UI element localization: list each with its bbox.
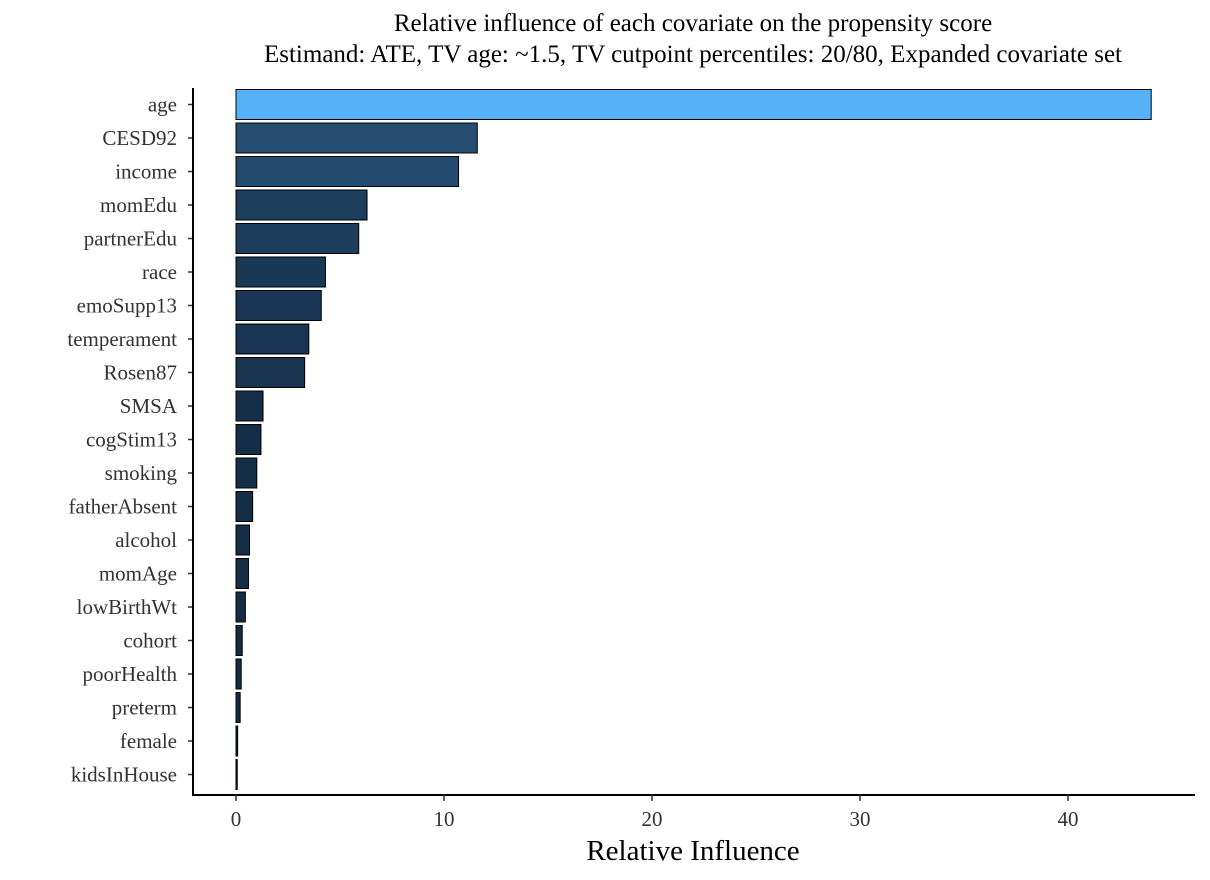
x-axis: 0 10 20 30 40 bbox=[192, 794, 1195, 831]
bar-fatherAbsent bbox=[235, 491, 254, 522]
x-tick-label: 10 bbox=[434, 807, 455, 831]
bar-SMSA bbox=[235, 390, 264, 422]
y-tick-label: momAge bbox=[99, 562, 177, 586]
x-tick-label: 30 bbox=[850, 807, 871, 831]
y-tick-label: lowBirthWt bbox=[77, 595, 177, 619]
bar-momAge bbox=[235, 558, 249, 589]
bar-alcohol bbox=[235, 524, 251, 556]
chart-subtitle: Estimand: ATE, TV age: ~1.5, TV cutpoint… bbox=[263, 41, 1123, 68]
y-tick-label: poorHealth bbox=[83, 662, 178, 686]
bar-preterm bbox=[235, 692, 241, 723]
bar-age bbox=[235, 89, 1152, 120]
bar-cohort bbox=[235, 625, 243, 656]
x-axis-title: Relative Influence bbox=[586, 835, 799, 867]
bar-momEdu bbox=[235, 189, 368, 221]
bar-Rosen87 bbox=[235, 357, 306, 388]
y-tick-label: CESD92 bbox=[102, 126, 177, 150]
bar-kidsInHouse bbox=[235, 759, 238, 790]
y-tick-label: partnerEdu bbox=[84, 227, 178, 251]
y-tick-label: smoking bbox=[105, 461, 178, 485]
y-tick-label: momEdu bbox=[100, 193, 177, 217]
y-tick-label: SMSA bbox=[120, 394, 178, 418]
x-tick-label: 0 bbox=[231, 807, 242, 831]
y-tick-label: race bbox=[142, 260, 177, 284]
y-tick-label: emoSupp13 bbox=[77, 294, 177, 318]
y-tick-label: fatherAbsent bbox=[69, 495, 178, 519]
bar-cogStim13 bbox=[235, 424, 262, 455]
y-tick-label: Rosen87 bbox=[104, 361, 178, 385]
bar-lowBirthWt bbox=[235, 591, 246, 623]
bars-layer bbox=[235, 89, 1152, 790]
y-tick-label: alcohol bbox=[115, 528, 177, 552]
y-tick-label: cogStim13 bbox=[86, 428, 177, 452]
bar-emoSupp13 bbox=[235, 290, 322, 321]
bar-race bbox=[235, 256, 326, 288]
y-axis: age CESD92 income momEdu partnerEdu race emoSu… bbox=[67, 88, 194, 796]
y-tick-label: kidsInHouse bbox=[71, 763, 177, 787]
bar-poorHealth bbox=[235, 658, 242, 690]
bar-female bbox=[235, 725, 239, 757]
y-tick-label: temperament bbox=[67, 327, 177, 351]
chart-title: Relative influence of each covariate on … bbox=[393, 10, 993, 37]
y-tick-label: cohort bbox=[123, 629, 177, 653]
y-tick-label: age bbox=[148, 93, 177, 117]
y-tick-label: preterm bbox=[112, 696, 177, 720]
y-tick-label: female bbox=[120, 729, 177, 753]
x-tick-label: 40 bbox=[1058, 807, 1079, 831]
bar-income bbox=[235, 156, 460, 187]
bar-smoking bbox=[235, 457, 258, 489]
x-tick-label: 20 bbox=[642, 807, 663, 831]
bar-partnerEdu bbox=[235, 223, 360, 254]
bar-CESD92 bbox=[235, 122, 478, 154]
y-tick-label: income bbox=[115, 160, 177, 184]
bar-temperament bbox=[235, 323, 310, 355]
